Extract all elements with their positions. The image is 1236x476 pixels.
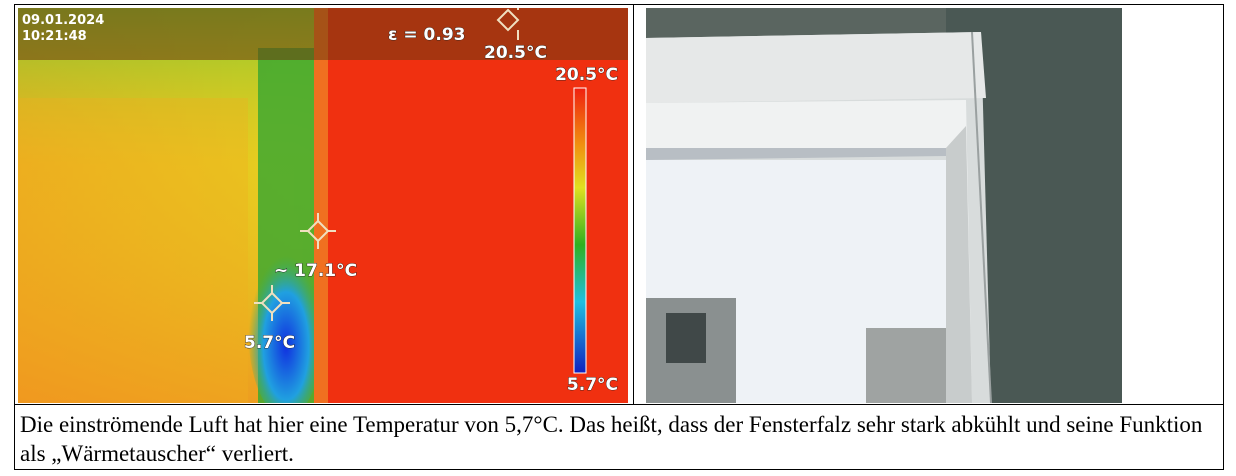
row-divider <box>14 404 1224 405</box>
cell-divider <box>633 4 634 404</box>
time: 10:21:48 <box>22 29 87 44</box>
marker-label: 5.7°C <box>244 333 295 353</box>
thermal-image: 09.01.2024 10:21:48 ε = 0.93 20.5°C ~ 17… <box>18 8 628 403</box>
scale-min: 5.7°C <box>567 375 618 395</box>
emissivity: ε = 0.93 <box>388 25 466 45</box>
page: 09.01.2024 10:21:48 ε = 0.93 20.5°C ~ 17… <box>0 0 1236 476</box>
photo <box>646 8 1122 403</box>
scale-max: 20.5°C <box>555 65 618 85</box>
date: 09.01.2024 <box>22 13 104 28</box>
caption: Die einströmende Luft hat hier eine Temp… <box>20 410 1215 468</box>
marker-label: 20.5°C <box>484 43 547 63</box>
marker-label: ~ 17.1°C <box>274 261 357 281</box>
